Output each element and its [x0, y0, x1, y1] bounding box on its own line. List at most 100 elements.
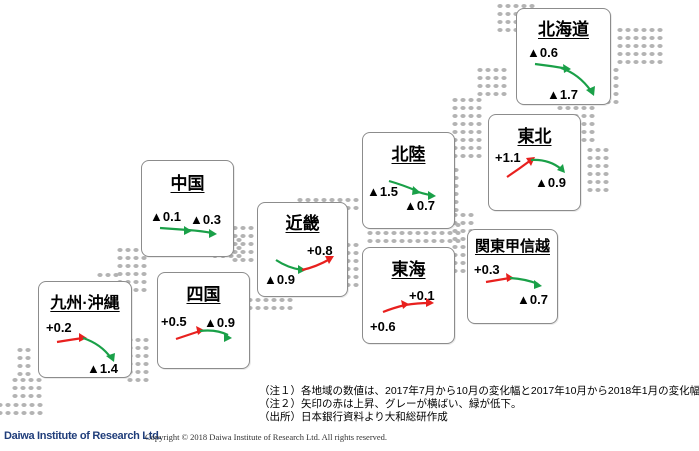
map-dot	[305, 198, 311, 202]
map-dot	[143, 354, 149, 358]
region-first-value-shikoku: +0.5	[161, 314, 187, 329]
map-dot	[587, 180, 593, 184]
map-dot	[13, 411, 19, 415]
region-second-value-hokkaido: ▲1.7	[547, 87, 578, 102]
map-dot	[613, 100, 619, 104]
map-dot	[287, 306, 293, 310]
region-second-value-shikoku: ▲0.9	[204, 315, 235, 330]
map-dot	[587, 156, 593, 160]
map-dot	[497, 20, 503, 24]
arrowhead-second-shikoku	[224, 333, 232, 342]
map-dot	[36, 386, 42, 390]
map-dot	[633, 36, 639, 40]
map-dot	[505, 20, 511, 24]
map-dot	[36, 378, 42, 382]
region-second-value-chugoku: ▲0.3	[190, 212, 221, 227]
map-dot	[37, 411, 43, 415]
map-dot	[485, 76, 491, 80]
map-dot	[271, 298, 277, 302]
arrow-second-hokkaido	[560, 66, 592, 92]
map-dot	[633, 28, 639, 32]
map-dot	[337, 198, 343, 202]
map-dot	[133, 248, 139, 252]
map-dot	[279, 306, 285, 310]
map-dot	[468, 221, 474, 225]
map-dot	[415, 239, 421, 243]
trend-arrows-tokai	[382, 298, 434, 314]
region-first-value-kinki: ▲0.9	[264, 272, 295, 287]
map-dot	[485, 68, 491, 72]
map-dot	[431, 239, 437, 243]
map-dot	[232, 258, 238, 262]
map-dot	[353, 267, 359, 271]
map-dot	[501, 84, 507, 88]
map-dot	[297, 198, 303, 202]
region-first-value-kyushu: +0.2	[46, 320, 72, 335]
arrowhead-first-hokkaido	[563, 64, 571, 73]
trend-arrows-kanto	[485, 273, 542, 289]
map-dot	[125, 272, 131, 276]
map-dot	[236, 238, 242, 242]
map-dot	[353, 206, 359, 210]
map-dot	[248, 242, 254, 246]
map-dot	[657, 52, 663, 56]
map-dot	[603, 148, 609, 152]
footer-copyright: Copyright © 2018 Daiwa Institute of Rese…	[145, 432, 388, 442]
map-dot	[476, 146, 482, 150]
map-dot	[613, 92, 619, 96]
map-dot	[143, 370, 149, 374]
map-dot	[613, 68, 619, 72]
map-dot	[117, 272, 123, 276]
map-dot	[613, 76, 619, 80]
map-dot	[497, 12, 503, 16]
map-dot	[476, 130, 482, 134]
map-dot	[477, 76, 483, 80]
map-dot	[248, 250, 254, 254]
map-dot	[13, 403, 19, 407]
map-dot	[603, 180, 609, 184]
region-first-value-chugoku: ▲0.1	[150, 209, 181, 224]
map-dot	[25, 372, 31, 376]
map-dot	[287, 298, 293, 302]
map-dot	[460, 106, 466, 110]
map-dot	[617, 60, 623, 64]
note-1: （注１）各地域の数値は、2017年7月から10月の変化幅と2017年10月から2…	[259, 385, 699, 397]
arrow-second-tohoku	[530, 158, 562, 170]
map-dot	[28, 394, 34, 398]
map-dot	[452, 237, 458, 241]
map-dot	[452, 106, 458, 110]
region-box-kinki: 近畿 ▲0.9 +0.8	[257, 202, 348, 297]
map-dot	[135, 378, 141, 382]
region-first-value-hokkaido: ▲0.6	[527, 45, 558, 60]
map-dot	[113, 273, 119, 277]
region-box-hokuriku: 北陸 ▲1.5 ▲0.7	[362, 132, 455, 229]
arrow-second-kyushu	[82, 336, 112, 359]
map-dot	[415, 231, 421, 235]
region-title-hokkaido: 北海道	[538, 20, 589, 39]
trend-arrows-hokkaido	[534, 62, 595, 96]
region-second-value-kinki: +0.8	[307, 243, 333, 258]
map-dot	[497, 4, 503, 8]
map-dot	[28, 378, 34, 382]
map-dot	[603, 188, 609, 192]
map-dot	[468, 106, 474, 110]
map-dot	[452, 130, 458, 134]
map-dot	[589, 130, 595, 134]
map-dot	[133, 264, 139, 268]
map-dot	[477, 84, 483, 88]
map-dot	[633, 44, 639, 48]
map-dot	[0, 411, 3, 415]
map-dot	[460, 146, 466, 150]
map-dot	[468, 114, 474, 118]
arrowhead-second-hokkaido	[586, 86, 595, 96]
map-dot	[29, 411, 35, 415]
map-dot	[476, 122, 482, 126]
region-first-value-tohoku: +1.1	[495, 150, 521, 165]
map-dot	[573, 106, 579, 110]
arrowhead-first-kyushu	[79, 333, 87, 342]
map-dot	[20, 386, 26, 390]
map-dot	[105, 273, 111, 277]
map-dot	[595, 164, 601, 168]
map-dot	[501, 92, 507, 96]
map-dot	[641, 44, 647, 48]
